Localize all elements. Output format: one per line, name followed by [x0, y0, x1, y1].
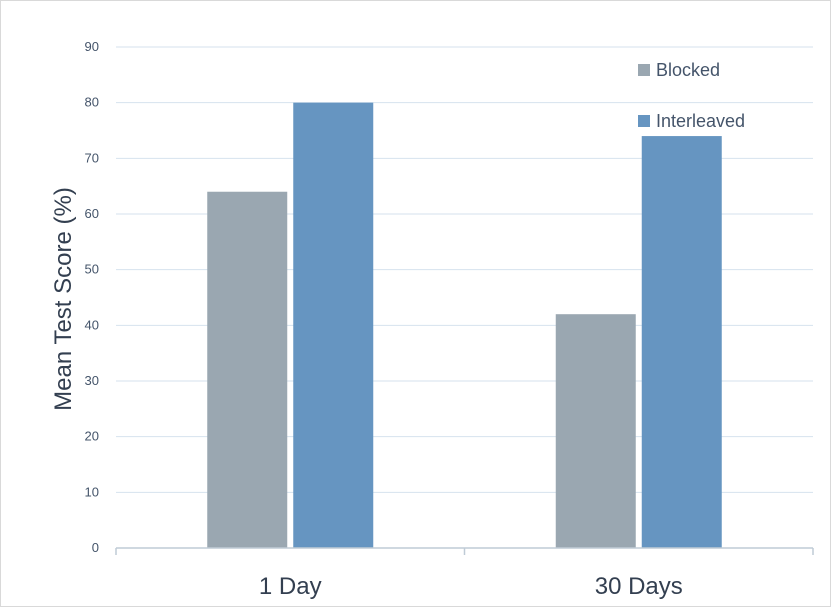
x-tick-label: 30 Days	[595, 573, 683, 600]
y-tick-label: 70	[85, 150, 99, 165]
x-axis	[115, 547, 814, 555]
y-tick-label: 50	[85, 262, 99, 277]
bars	[207, 102, 722, 549]
y-tick-label: 90	[85, 39, 99, 54]
y-tick-labels: 0 10 20 30 40 50 60 70 80 90	[85, 39, 99, 555]
bar-blocked-2	[555, 314, 636, 548]
x-tick-labels: 1 Day 30 Days	[259, 573, 683, 600]
y-tick-label: 10	[85, 484, 99, 499]
legend-label: Interleaved	[656, 111, 745, 131]
y-tick-label: 0	[92, 540, 99, 555]
bar-blocked-1	[207, 191, 288, 548]
y-tick-label: 80	[85, 95, 99, 110]
bar-interleaved-1	[293, 102, 374, 549]
x-tick-label: 1 Day	[259, 573, 322, 600]
y-tick-label: 30	[85, 373, 99, 388]
legend-swatch	[638, 64, 650, 76]
bar-interleaved-2	[641, 136, 722, 549]
y-tick-label: 40	[85, 317, 99, 332]
legend-swatch	[638, 115, 650, 127]
legend-label: Blocked	[656, 60, 720, 80]
y-tick-label: 60	[85, 206, 99, 221]
y-tick-label: 20	[85, 429, 99, 444]
legend: Blocked Interleaved	[638, 60, 745, 131]
y-axis-label: Mean Test Score (%)	[50, 187, 77, 411]
